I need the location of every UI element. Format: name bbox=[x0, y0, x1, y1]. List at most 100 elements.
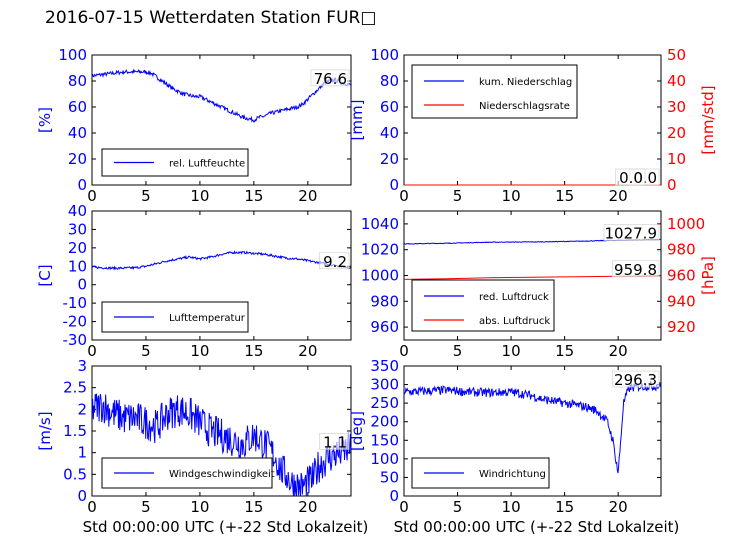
y-tick-label: 300 bbox=[370, 376, 399, 394]
y2-tick-label: 30 bbox=[667, 98, 686, 116]
legend: rel. Luftfeuchte bbox=[101, 148, 249, 177]
legend-label: abs. Luftdruck bbox=[479, 316, 550, 327]
x-tick-label: 5 bbox=[141, 342, 151, 360]
x-tick-label: 20 bbox=[298, 342, 317, 360]
y2-tick-label: 50 bbox=[667, 46, 686, 64]
x-tick-label: 0 bbox=[87, 187, 97, 205]
x-tick-label: 5 bbox=[453, 498, 463, 516]
value-label: 1027.9 bbox=[605, 225, 658, 243]
x-tick-label: 10 bbox=[502, 498, 521, 516]
x-tick-label: 5 bbox=[453, 187, 463, 205]
y-tick-label: 0 bbox=[389, 487, 399, 505]
y-tick-label: 1.5 bbox=[63, 422, 87, 440]
y-tick-label: 3 bbox=[77, 357, 87, 375]
x-tick-label: 20 bbox=[298, 187, 317, 205]
y-tick-label: 20 bbox=[68, 150, 87, 168]
x-tick-label: 15 bbox=[244, 342, 263, 360]
y2-tick-label: 980 bbox=[667, 241, 696, 259]
y-axis-label: [mm] bbox=[348, 100, 366, 141]
x-tick-label: 10 bbox=[190, 342, 209, 360]
legend-label: red. Luftdruck bbox=[479, 292, 549, 303]
x-tick-label: 10 bbox=[190, 187, 209, 205]
value-label-2: 959.8 bbox=[614, 261, 657, 279]
legend-box bbox=[101, 457, 273, 489]
value-label-box bbox=[310, 69, 350, 87]
y-tick-label: 80 bbox=[68, 72, 87, 90]
x-tick-label: 20 bbox=[298, 498, 317, 516]
y-tick-label: -20 bbox=[63, 313, 88, 331]
y2-tick-label: 40 bbox=[667, 72, 686, 90]
y2-tick-label: 960 bbox=[667, 267, 696, 285]
x-tick-label: 0 bbox=[399, 342, 409, 360]
x-tick-label: 15 bbox=[244, 498, 263, 516]
x-tick-label: 10 bbox=[502, 187, 521, 205]
legend: red. Luftdruck abs. Luftdruck bbox=[411, 279, 555, 332]
value-label-box bbox=[319, 252, 350, 270]
y-tick-label: 0.5 bbox=[63, 465, 87, 483]
value-label-box bbox=[612, 370, 660, 388]
chart-panel-1: 0 5 10 15 20 0 20 40 60 80 100 [%] 76.6 rel. Luftfeuc… bbox=[36, 46, 352, 205]
y2-tick-label: 920 bbox=[667, 318, 696, 336]
x-axis-label: Std 00:00:00 UTC (+-22 Std Lokalzeit) bbox=[83, 518, 369, 536]
y-tick-label: 200 bbox=[370, 413, 399, 431]
x-tick-label: 5 bbox=[141, 187, 151, 205]
legend-label: Windrichtung bbox=[479, 469, 546, 480]
y-tick-label: 60 bbox=[380, 98, 399, 116]
y2-tick-label: 1000 bbox=[667, 215, 705, 233]
y-tick-label: 40 bbox=[68, 202, 87, 220]
y-tick-label: 30 bbox=[68, 220, 87, 238]
value-label: 76.6 bbox=[314, 70, 347, 88]
y-tick-label: 0 bbox=[77, 487, 87, 505]
plot-frame bbox=[403, 365, 662, 497]
x-tick-label: 0 bbox=[87, 342, 97, 360]
plot-frame bbox=[91, 210, 352, 341]
y-axis-label: [deg] bbox=[348, 411, 366, 451]
value-label-box bbox=[603, 224, 660, 241]
y-tick-label: 10 bbox=[68, 257, 87, 275]
legend-label: Niederschlagsrate bbox=[479, 101, 570, 112]
y-tick-label: 960 bbox=[370, 318, 399, 336]
chart-panel-4: 0 5 10 15 20 960 980 1000 1020 1040 920 940 960 980 10… bbox=[361, 210, 717, 360]
series-line-1 bbox=[91, 68, 352, 123]
chart-panel-2: 0 5 10 15 20 0 20 40 60 80 100 0 10 20 30 40 50 [mm] [mm/s… bbox=[348, 46, 717, 205]
x-tick-label: 15 bbox=[555, 498, 574, 516]
y-tick-label: 0 bbox=[389, 176, 399, 194]
y-tick-label: 100 bbox=[370, 46, 399, 64]
y-tick-label: 80 bbox=[380, 72, 399, 90]
y-tick-label: 150 bbox=[370, 431, 399, 449]
series-line-1 bbox=[91, 250, 351, 271]
value-label-2: 0.0 bbox=[619, 169, 643, 187]
y-tick-label: 0 bbox=[77, 276, 87, 294]
legend: Lufttemperatur bbox=[101, 301, 249, 333]
x-tick-label: 0 bbox=[87, 498, 97, 516]
y-tick-label: 1040 bbox=[361, 215, 399, 233]
x-axis-label: Std 00:00:00 UTC (+-22 Std Lokalzeit) bbox=[394, 518, 680, 536]
plot-frame bbox=[91, 54, 352, 186]
value-label: 296.3 bbox=[614, 371, 657, 389]
y-tick-label: 2.5 bbox=[63, 379, 87, 397]
y-tick-label: 350 bbox=[370, 357, 399, 375]
y-tick-label: 20 bbox=[380, 150, 399, 168]
value-label-box bbox=[612, 260, 660, 278]
legend: kum. Niederschlag Niederschlagsrate bbox=[411, 64, 578, 119]
legend: Windgeschwindigkeit bbox=[101, 457, 275, 489]
y-tick-label: 980 bbox=[370, 292, 399, 310]
page-title: 2016-07-15 Wetterdaten Station FUR□ bbox=[45, 8, 377, 28]
y-tick-label: 1020 bbox=[361, 241, 399, 259]
y-tick-label: 250 bbox=[370, 394, 399, 412]
legend-label: rel. Luftfeuchte bbox=[169, 159, 245, 170]
y2-tick-label: 10 bbox=[667, 150, 686, 168]
y-axis-label: [C] bbox=[36, 264, 54, 286]
value-label-box bbox=[319, 433, 350, 450]
y2-axis-label: [mm/std] bbox=[699, 85, 717, 154]
legend-label: kum. Niederschlag bbox=[479, 77, 572, 88]
y-tick-label: 1000 bbox=[361, 267, 399, 285]
x-tick-label: 20 bbox=[609, 498, 628, 516]
y-tick-label: 100 bbox=[58, 46, 87, 64]
y2-tick-label: 0 bbox=[667, 176, 677, 194]
y2-tick-label: 940 bbox=[667, 292, 696, 310]
y-tick-label: 40 bbox=[68, 124, 87, 142]
y2-tick-label: 20 bbox=[667, 124, 686, 142]
